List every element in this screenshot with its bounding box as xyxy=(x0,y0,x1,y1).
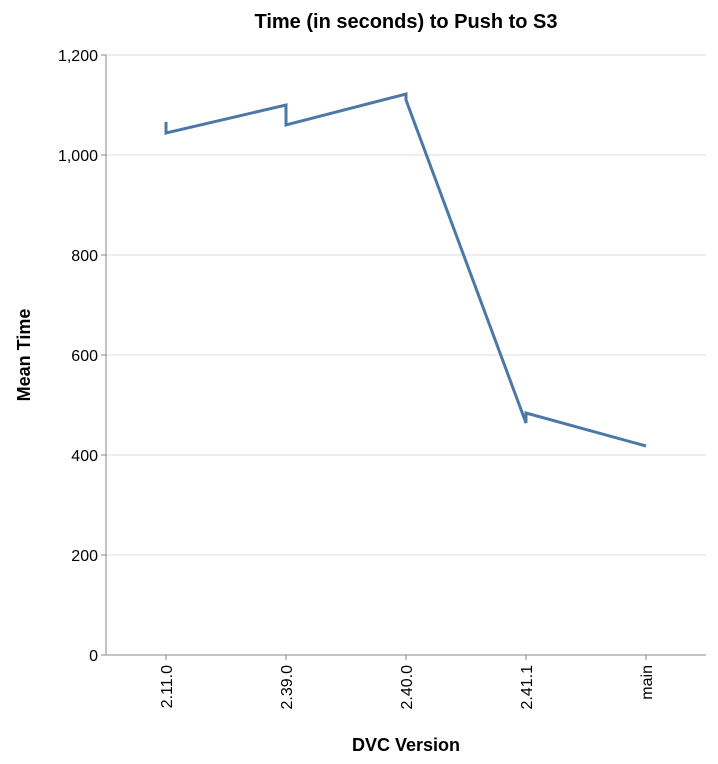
grid xyxy=(106,54,706,656)
y-tick-label: 0 xyxy=(89,648,98,665)
chart-title: Time (in seconds) to Push to S3 xyxy=(254,11,557,33)
x-tick-label: 2.11.0 xyxy=(159,665,176,708)
series-line xyxy=(164,92,647,448)
y-axis: 0 200 400 600 800 1,000 1,200 xyxy=(58,48,107,665)
y-tick-label: 600 xyxy=(71,348,98,365)
y-axis-label: Mean Time xyxy=(14,309,34,402)
y-tick-label: 1,000 xyxy=(58,148,98,165)
y-tick-label: 1,200 xyxy=(58,48,98,65)
data-line xyxy=(164,92,647,448)
x-tick-label: 2.39.0 xyxy=(279,665,296,710)
x-axis-label: DVC Version xyxy=(352,735,460,755)
y-tick-label: 800 xyxy=(71,248,98,265)
x-tick-label: 2.41.1 xyxy=(519,665,536,710)
y-tick-label: 400 xyxy=(71,448,98,465)
y-tick-label: 200 xyxy=(71,548,98,565)
x-axis: 2.11.0 2.39.0 2.40.0 2.41.1 main xyxy=(106,654,706,710)
x-tick-label: main xyxy=(639,665,656,700)
x-tick-label: 2.40.0 xyxy=(399,665,416,710)
